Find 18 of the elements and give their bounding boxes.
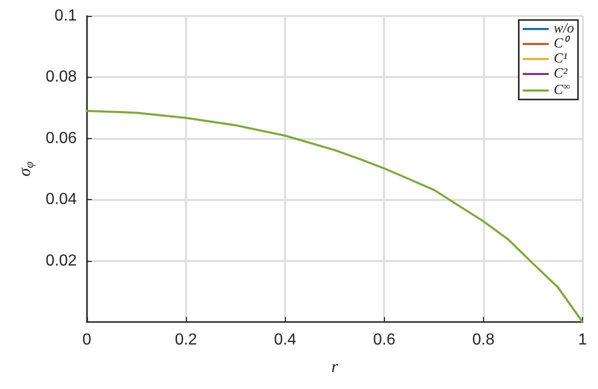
x-axis-title: r [331, 357, 338, 376]
y-axis-title: σφ [15, 161, 36, 176]
y-tick-label: 0.06 [46, 130, 77, 147]
x-tick-label: 0.6 [373, 332, 396, 348]
legend-label: C¹ [554, 52, 568, 66]
x-tick-label: 0.8 [472, 332, 495, 348]
x-tick-label: 0 [82, 332, 92, 348]
legend-label: C∞ [554, 82, 570, 98]
x-tick-label: 0.2 [174, 332, 198, 348]
x-tick-label: 1 [578, 332, 588, 348]
legend-label: C² [554, 66, 568, 82]
x-tick-label: 0.4 [274, 332, 296, 348]
y-tick-label: 0.02 [46, 252, 77, 270]
legend-label: C⁰ [554, 36, 572, 52]
y-tick-label: 0.1 [54, 8, 77, 24]
y-tick-label: 0.08 [46, 68, 77, 86]
y-tick-label: 0.04 [46, 191, 77, 208]
legend-label: w/o [554, 22, 574, 36]
